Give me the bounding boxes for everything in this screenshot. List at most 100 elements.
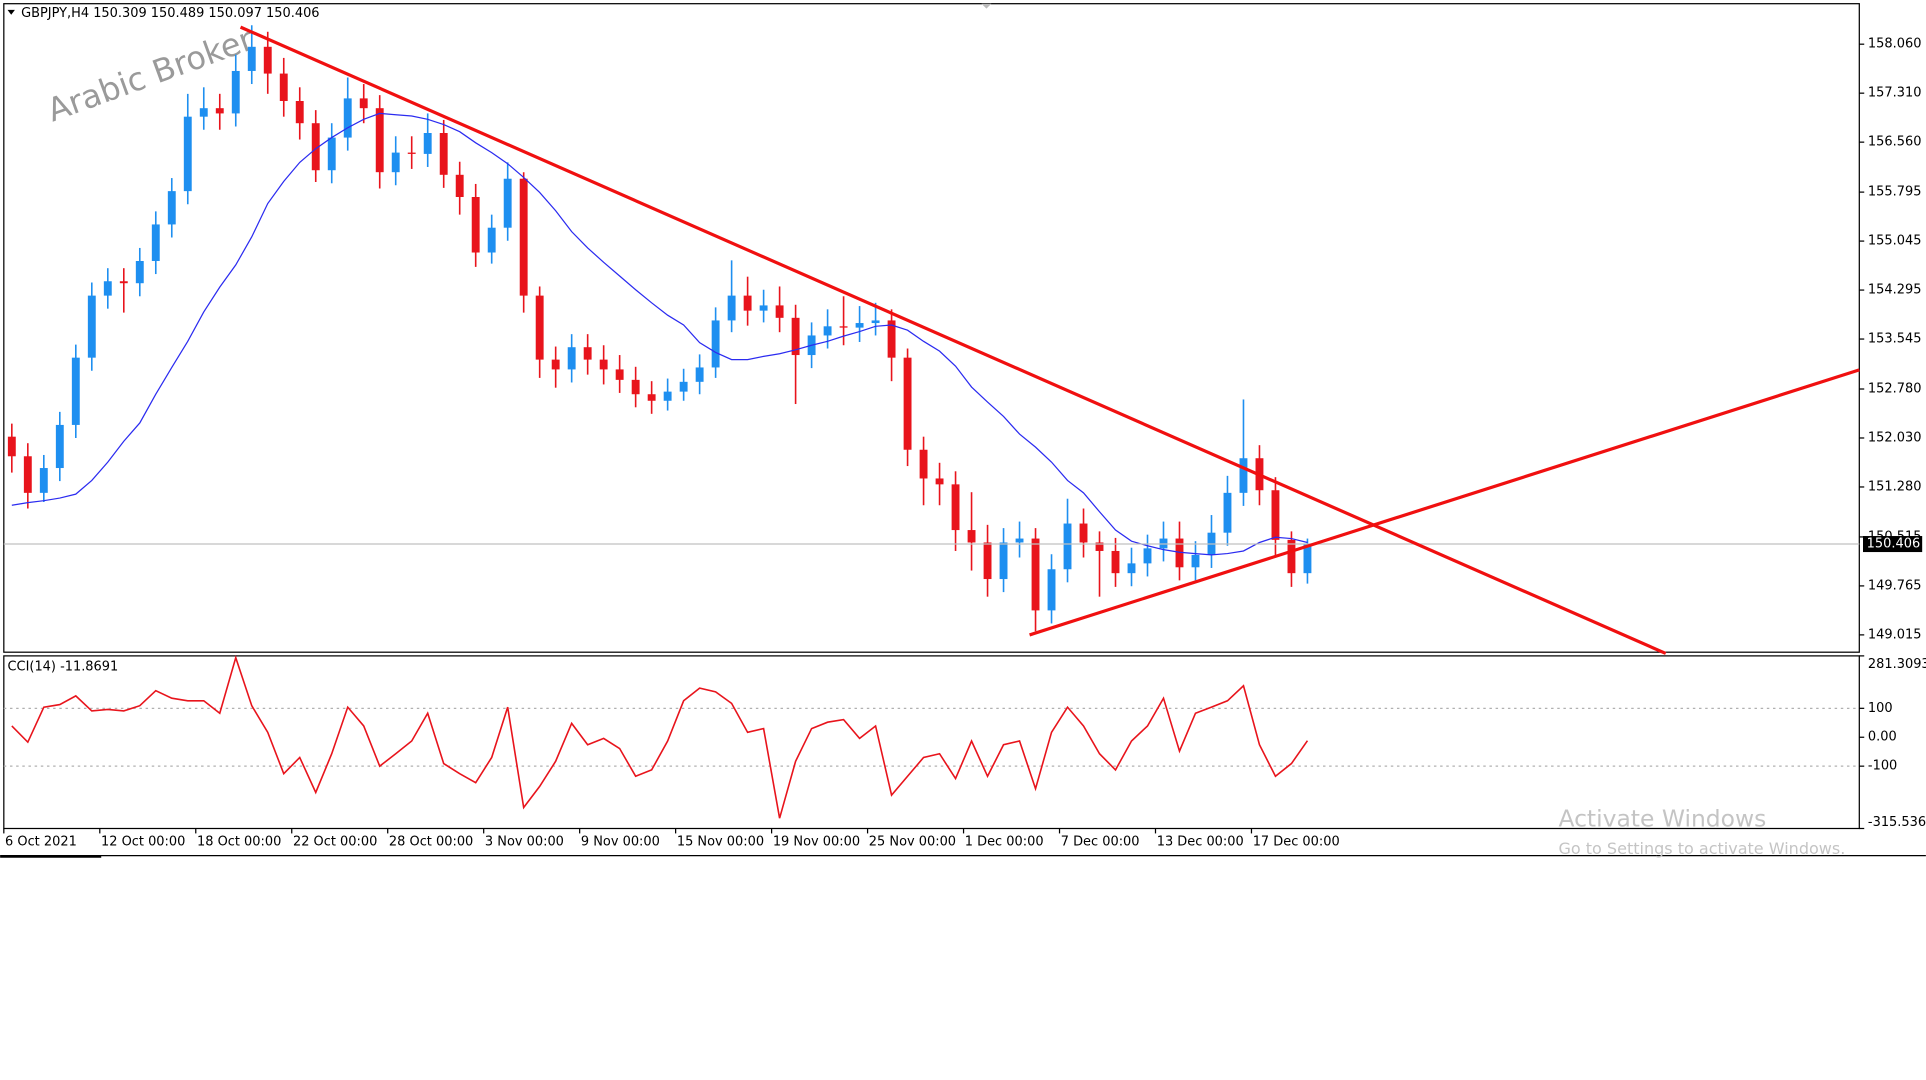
x-tick-label: 9 Nov 00:00 [581,835,660,850]
trendline-down[interactable] [239,25,1667,655]
candle-body [423,133,432,154]
trendline-up[interactable] [1029,368,1860,637]
candle-body [567,347,576,370]
candle-body [1143,548,1152,564]
candle-body [919,449,928,479]
candle-body [759,305,768,311]
candle-body [327,137,336,171]
x-tick-label: 12 Oct 00:00 [101,835,185,850]
marks: 158.060 157.310 156.560 155.795 155.045 154.2… [3,25,1926,850]
y-tick-label: -315.5368 [1868,815,1926,830]
candle-body [151,224,160,262]
candle-body [855,323,864,328]
candle-body [391,152,400,173]
menu-arrow[interactable] [7,9,15,15]
x-tick-label: 28 Oct 00:00 [389,835,473,850]
y-tick-label: 154.295 [1868,283,1922,298]
y-tick-label: 152.780 [1868,382,1922,397]
candle-body [583,347,592,360]
x-tick-label: 22 Oct 00:00 [293,835,377,850]
y-tick-label: -100 [1868,759,1897,774]
y-tick-label: 100 [1868,701,1893,716]
symbol-header: GBPJPY,H4 150.309 150.489 150.097 150.40… [21,6,319,21]
y-tick-label: 149.765 [1868,578,1922,593]
y-tick-label: 155.795 [1868,185,1922,200]
candle-body [1287,539,1296,574]
candle-body [631,379,640,395]
candle-body [983,542,992,580]
candle-body [823,326,832,336]
y-tick-label: 156.560 [1868,135,1922,150]
candle-body [103,281,112,296]
candle-body [663,391,672,401]
candle-body [455,174,464,198]
candle-body [711,320,720,368]
candle-body [279,73,288,102]
candle-body [1063,523,1072,570]
y-tick-label: 0.00 [1868,730,1897,745]
candle-body [343,98,352,138]
candle-body [695,367,704,382]
candle-body [1239,458,1248,493]
cci-panel-frame [3,655,1860,830]
x-tick-label: 6 Oct 2021 [5,835,77,850]
x-tick-label: 17 Dec 00:00 [1253,835,1340,850]
candle-body [1031,538,1040,611]
candle-body [887,320,896,358]
candle-body [407,152,416,154]
candle-body [1303,543,1312,574]
candle-body [119,281,128,284]
candle-body [775,305,784,318]
cci-header: CCI(14) -11.8691 [8,659,119,674]
x-tick-label: 3 Nov 00:00 [485,835,564,850]
candle-body [743,295,752,311]
candle-body [39,468,48,493]
y-tick-label: 149.015 [1868,627,1922,642]
cci-line [11,655,1309,819]
candle-body [647,394,656,401]
candle-body [1191,554,1200,568]
x-tick-label: 19 Nov 00:00 [773,835,860,850]
candle-body [263,46,272,74]
candle-body [87,295,96,358]
candle-body [727,295,736,321]
candle-body [55,424,64,469]
candle-body [871,320,880,324]
candle-body [471,197,480,253]
y-tick-label: 152.030 [1868,430,1922,445]
candle-body [359,98,368,109]
candle-body [1079,523,1088,543]
candle-body [295,101,304,124]
candle-body [903,357,912,450]
moving-average [11,112,1308,556]
x-tick-label: 18 Oct 00:00 [197,835,281,850]
candle-body [135,261,144,284]
candle-body [999,542,1008,580]
candle-body [487,227,496,253]
candle-body [375,108,384,173]
candle-body [519,178,528,296]
candle-body [791,317,800,356]
candle-body [615,369,624,380]
candle-body [535,295,544,360]
candle-body [551,359,560,370]
candle-body [1015,538,1024,543]
candle-body [1111,550,1120,574]
candle-body [1223,492,1232,533]
price-panel-frame [3,3,1860,653]
candle-body [71,357,80,425]
x-tick-label: 25 Nov 00:00 [869,835,956,850]
candle-body [23,456,32,493]
y-tick-label: 151.280 [1868,479,1922,494]
candle-body [1095,542,1104,551]
candle-body [439,133,448,175]
current-price-box [1863,536,1923,553]
candle-body [1175,538,1184,568]
candle-body [599,359,608,370]
candle-body [215,108,224,114]
candle-body [7,436,16,457]
candle-body [839,326,848,328]
